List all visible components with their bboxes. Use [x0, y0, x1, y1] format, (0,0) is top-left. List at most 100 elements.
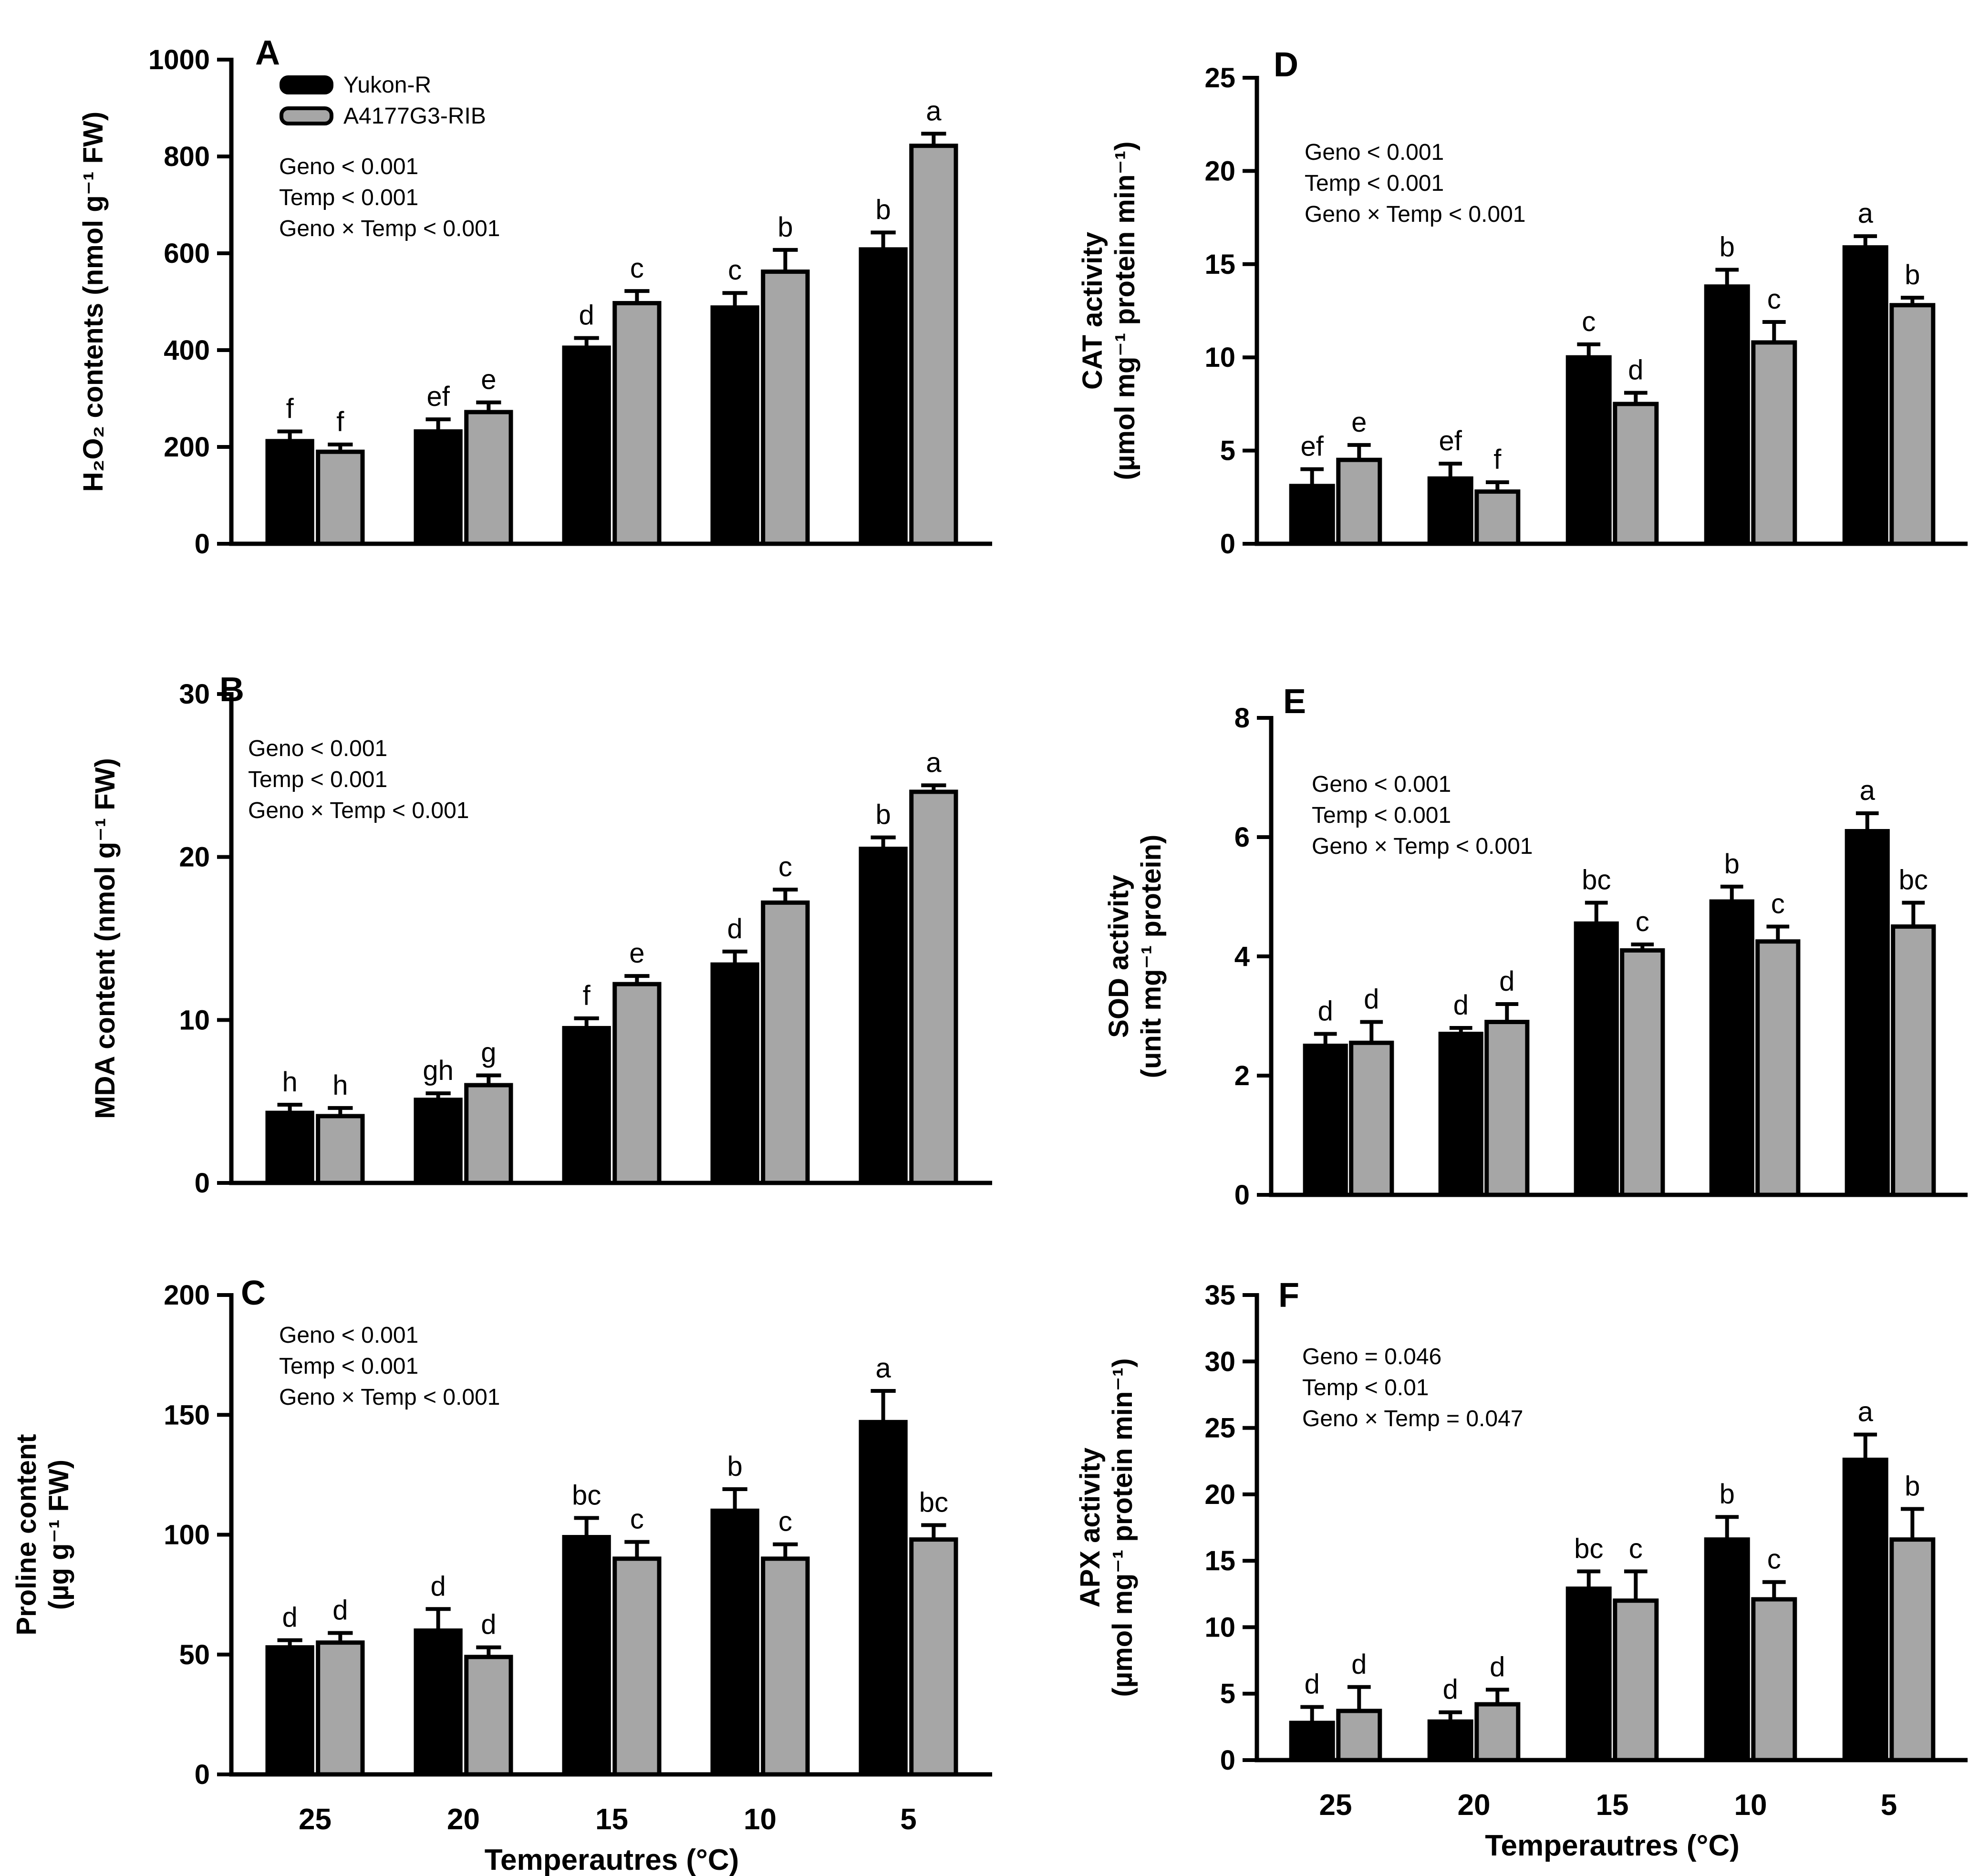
y-axis-label-line: H₂O₂ contents (nmol g⁻¹ FW): [78, 112, 109, 492]
y-axis-label: Proline content(µg g⁻¹ FW): [11, 1434, 74, 1635]
significance-letter: b: [875, 194, 891, 225]
bar-a4177g3-rib-10: [1751, 340, 1797, 546]
y-axis-label: CAT activity(µmol mg⁻¹ protein min⁻¹): [1077, 141, 1140, 480]
legend: Yukon-R A4177G3-RIB: [280, 73, 486, 129]
stats-annotation: Temp < 0.001: [279, 185, 418, 210]
bar-yukon-r-20: [414, 1628, 463, 1777]
y-tick-label: 30: [1204, 1346, 1235, 1377]
y-tick-label: 0: [195, 1759, 210, 1790]
significance-letter: c: [778, 1506, 792, 1537]
stats-annotation: Geno × Temp < 0.001: [248, 798, 469, 823]
y-tick-label: 1000: [148, 44, 210, 75]
significance-letter: bc: [572, 1480, 601, 1511]
significance-letter: a: [1860, 775, 1876, 806]
y-axis-label-line: (µg g⁻¹ FW): [43, 1460, 74, 1610]
bar-a4177g3-rib-15: [612, 1556, 662, 1777]
significance-letter: c: [1767, 1544, 1781, 1575]
significance-letter: c: [1636, 906, 1649, 937]
bar-a4177g3-rib-15: [612, 301, 662, 546]
bar-a4177g3-rib-20: [1484, 1020, 1530, 1197]
bar-a4177g3-rib-15: [1613, 402, 1659, 546]
y-tick-label: 8: [1234, 703, 1250, 734]
bar-yukon-r-15: [562, 1026, 611, 1185]
significance-letter: b: [1720, 232, 1735, 263]
significance-letter: h: [332, 1070, 348, 1101]
y-tick-label: 25: [1204, 1413, 1235, 1444]
bar-yukon-r-25: [265, 1110, 314, 1185]
y-axis-label-line: SOD activity: [1103, 875, 1134, 1038]
significance-letter: f: [286, 394, 294, 425]
significance-letter: bc: [1574, 1533, 1603, 1564]
y-tick-label: 4: [1234, 941, 1250, 972]
y-axis-label: H₂O₂ contents (nmol g⁻¹ FW): [78, 112, 109, 492]
significance-letter: d: [332, 1595, 348, 1626]
significance-letter: c: [728, 255, 742, 286]
significance-letter: ef: [426, 381, 450, 412]
stats-annotation: Geno × Temp < 0.001: [1312, 834, 1533, 859]
y-tick-label: 150: [164, 1399, 210, 1430]
x-tick-label: 10: [1734, 1789, 1767, 1822]
bar-a4177g3-rib-10: [761, 269, 810, 546]
significance-letter: a: [926, 747, 942, 778]
significance-letter: d: [481, 1609, 496, 1640]
y-tick-label: 20: [1204, 1479, 1235, 1510]
significance-letter: c: [630, 253, 644, 284]
y-tick-label: 0: [1234, 1180, 1250, 1211]
x-tick-label: 25: [1319, 1789, 1352, 1822]
bar-yukon-r-10: [1709, 899, 1754, 1197]
y-tick-label: 0: [195, 529, 210, 560]
bar-yukon-r-10: [710, 1508, 759, 1777]
y-tick-label: 10: [1204, 342, 1235, 373]
y-axis-label-line: APX activity: [1075, 1448, 1106, 1607]
y-tick-label: 2: [1234, 1060, 1250, 1091]
y-axis-label-line: (µmol mg⁻¹ protein min⁻¹): [1107, 1358, 1138, 1697]
bar-a4177g3-rib-5: [909, 789, 958, 1185]
significance-letter: b: [777, 212, 793, 243]
y-tick-label: 10: [179, 1005, 210, 1036]
significance-letter: d: [1628, 354, 1643, 385]
y-tick-label: 5: [1220, 1679, 1235, 1710]
legend-label: A4177G3-RIB: [343, 104, 486, 129]
stats-annotation: Temp < 0.001: [279, 1354, 418, 1379]
y-tick-label: 600: [164, 238, 210, 269]
y-axis-label: APX activity(µmol mg⁻¹ protein min⁻¹): [1075, 1358, 1138, 1697]
stats-annotation: Geno < 0.001: [248, 736, 387, 761]
significance-letter: bc: [1899, 865, 1928, 896]
panel-letter: C: [241, 1274, 266, 1312]
bar-yukon-r-15: [562, 1535, 611, 1777]
significance-letter: d: [282, 1602, 297, 1633]
y-tick-label: 30: [179, 679, 210, 710]
bar-yukon-r-15: [562, 345, 611, 546]
stats-annotation: Temp < 0.001: [248, 767, 387, 792]
y-tick-label: 800: [164, 141, 210, 172]
significance-letter: d: [1305, 1669, 1320, 1700]
x-tick-label: 15: [595, 1803, 628, 1836]
significance-letter: e: [629, 938, 644, 969]
bar-yukon-r-10: [1704, 1537, 1750, 1762]
significance-letter: e: [481, 364, 496, 395]
bar-yukon-r-5: [1842, 245, 1888, 546]
bar-a4177g3-rib-5: [909, 1537, 958, 1777]
significance-letter: c: [630, 1504, 644, 1535]
y-tick-label: 200: [164, 432, 210, 463]
panel-letter: A: [255, 34, 280, 72]
y-tick-label: 6: [1234, 822, 1250, 853]
bar-yukon-r-10: [1704, 284, 1750, 546]
legend-label: Yukon-R: [343, 73, 431, 98]
significance-letter: d: [1453, 990, 1469, 1021]
y-tick-label: 25: [1204, 62, 1235, 93]
stats-annotation: Geno = 0.046: [1302, 1344, 1441, 1369]
significance-letter: d: [1364, 984, 1379, 1015]
bar-a4177g3-rib-15: [1620, 948, 1665, 1197]
bar-a4177g3-rib-10: [1755, 939, 1801, 1197]
significance-letter: a: [926, 95, 942, 126]
y-tick-label: 0: [1220, 529, 1235, 560]
x-axis-label: Temperautres (°C): [485, 1844, 739, 1876]
significance-letter: d: [1351, 1649, 1367, 1680]
x-axis-label: Temperautres (°C): [1485, 1829, 1740, 1862]
stats-annotation: Geno < 0.001: [279, 1323, 418, 1348]
bar-a4177g3-rib-5: [909, 144, 958, 546]
significance-letter: c: [1629, 1533, 1643, 1564]
